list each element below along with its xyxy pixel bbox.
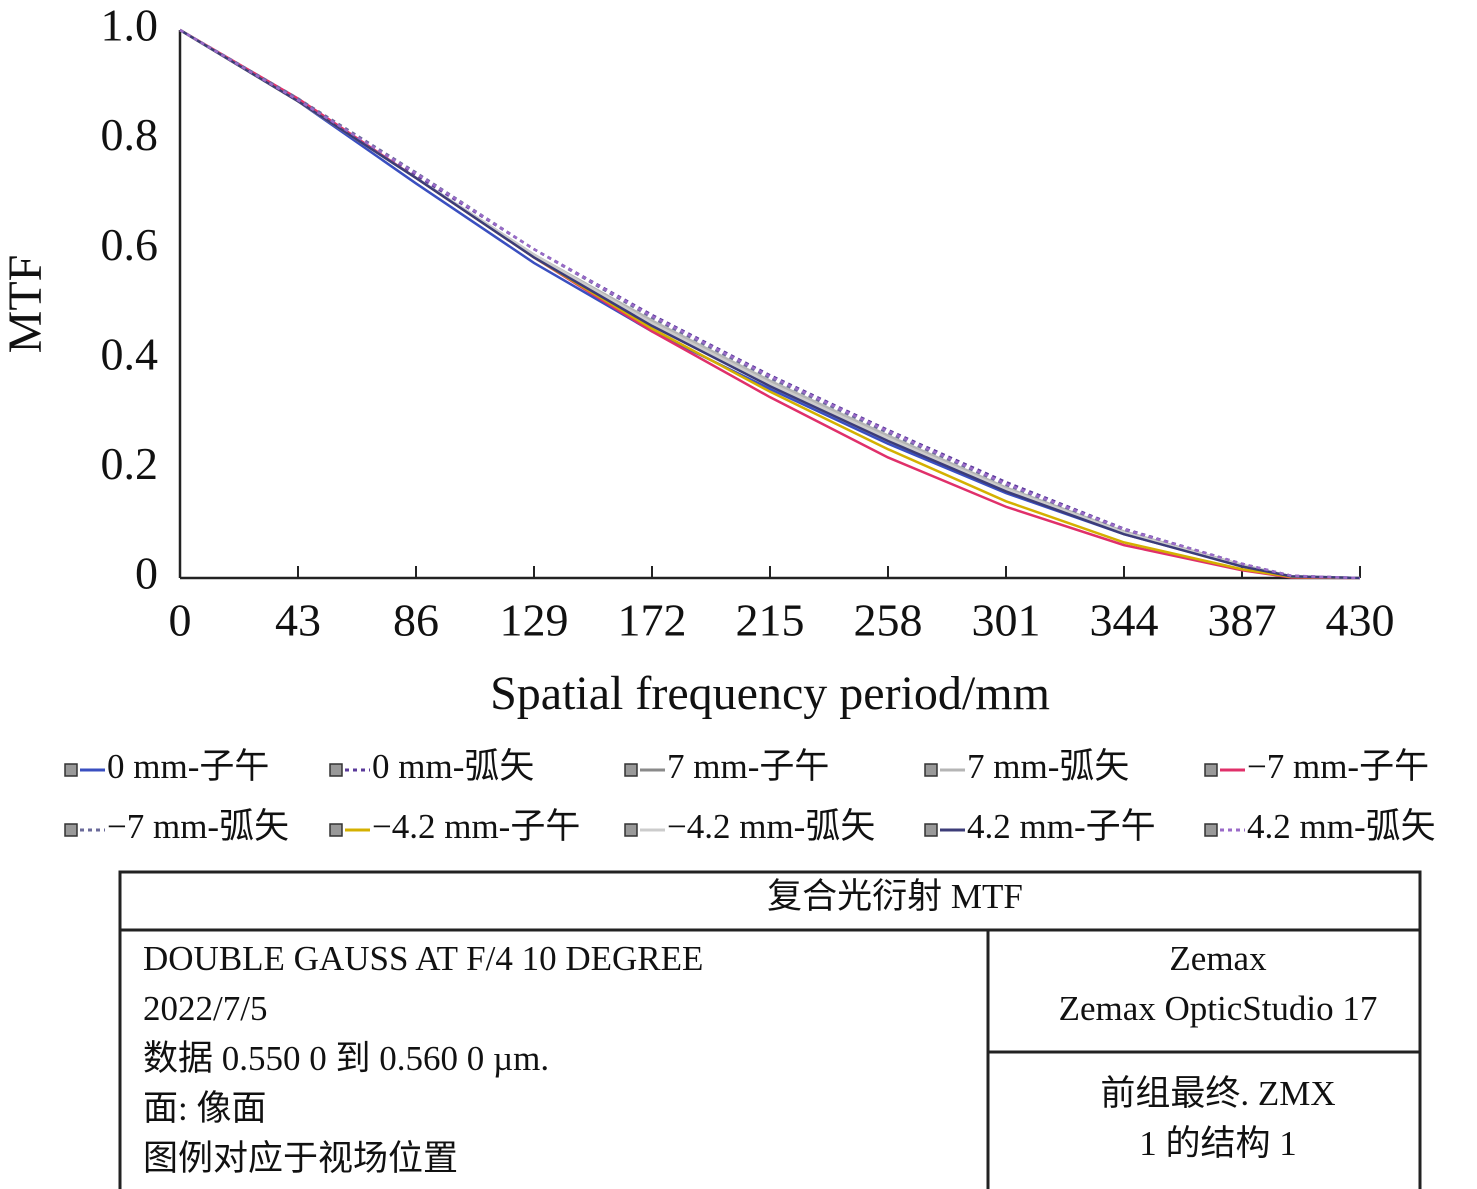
legend-label: 7 mm-弧矢 bbox=[967, 747, 1129, 786]
series-line bbox=[179, 28, 1361, 580]
legend-icon bbox=[924, 823, 938, 837]
y-tick-label: 0 bbox=[135, 548, 158, 599]
legend-label: 0 mm-弧矢 bbox=[372, 747, 534, 786]
x-tick-label: 129 bbox=[500, 595, 569, 646]
legend-label: −4.2 mm-子午 bbox=[372, 807, 580, 846]
x-tick-label: 430 bbox=[1326, 595, 1395, 646]
series-line bbox=[179, 28, 1361, 580]
y-tick-label: 0.6 bbox=[101, 219, 159, 270]
y-axis-label: MTF bbox=[0, 255, 52, 354]
legend-icon bbox=[329, 763, 343, 777]
y-tick-label: 0.4 bbox=[101, 328, 159, 379]
x-tick-label: 258 bbox=[854, 595, 923, 646]
table-text: DOUBLE GAUSS AT F/4 10 DEGREE bbox=[143, 939, 703, 978]
x-tick-label: 344 bbox=[1090, 595, 1159, 646]
legend-label: 7 mm-子午 bbox=[667, 747, 829, 786]
table-text: Zemax bbox=[1169, 939, 1267, 978]
legend-icon bbox=[624, 763, 638, 777]
series-line bbox=[179, 28, 1361, 580]
legend-label: −4.2 mm-弧矢 bbox=[667, 807, 875, 846]
legend-label: 4.2 mm-子午 bbox=[967, 807, 1156, 846]
table-text: Zemax OpticStudio 17 bbox=[1059, 989, 1378, 1028]
legend-icon bbox=[64, 763, 78, 777]
info-table bbox=[118, 870, 1422, 1189]
legend-label: −7 mm-子午 bbox=[1247, 747, 1429, 786]
x-tick-label: 172 bbox=[618, 595, 687, 646]
x-tick-label: 387 bbox=[1208, 595, 1277, 646]
table-title: 复合光衍射 MTF bbox=[767, 877, 1023, 916]
x-tick-label: 0 bbox=[169, 595, 192, 646]
y-tick-label: 0.8 bbox=[101, 109, 159, 160]
series-line bbox=[179, 28, 1361, 580]
x-tick-label: 86 bbox=[393, 595, 439, 646]
legend-icon bbox=[1204, 823, 1218, 837]
table-text: 1 的结构 1 bbox=[1139, 1124, 1297, 1163]
series-line bbox=[179, 28, 1361, 580]
legend-icon bbox=[624, 823, 638, 837]
legend-icon bbox=[329, 823, 343, 837]
series-line bbox=[179, 28, 1361, 580]
x-tick-label: 43 bbox=[275, 595, 321, 646]
series-line bbox=[179, 28, 1361, 580]
legend-label: 4.2 mm-弧矢 bbox=[1247, 807, 1436, 846]
legend-label: −7 mm-弧矢 bbox=[107, 807, 289, 846]
table-text: 面: 像面 bbox=[143, 1089, 266, 1128]
x-axis-label: Spatial frequency period/mm bbox=[490, 667, 1050, 720]
series-line bbox=[179, 28, 1361, 580]
legend-icon bbox=[64, 823, 78, 837]
legend-icon bbox=[924, 763, 938, 777]
table-text: 数据 0.550 0 到 0.560 0 µm. bbox=[143, 1039, 549, 1078]
table-text: 图例对应于视场位置 bbox=[143, 1139, 458, 1178]
series-line bbox=[179, 28, 1361, 580]
y-tick-label: 0.2 bbox=[101, 438, 159, 489]
x-tick-label: 301 bbox=[972, 595, 1041, 646]
table-text: 2022/7/5 bbox=[143, 989, 267, 1028]
legend-icon bbox=[1204, 763, 1218, 777]
table-text: 前组最终. ZMX bbox=[1100, 1074, 1335, 1113]
legend-label: 0 mm-子午 bbox=[107, 747, 269, 786]
series-line bbox=[179, 28, 1361, 580]
y-tick-label: 1.0 bbox=[101, 0, 159, 51]
x-tick-label: 215 bbox=[736, 595, 805, 646]
